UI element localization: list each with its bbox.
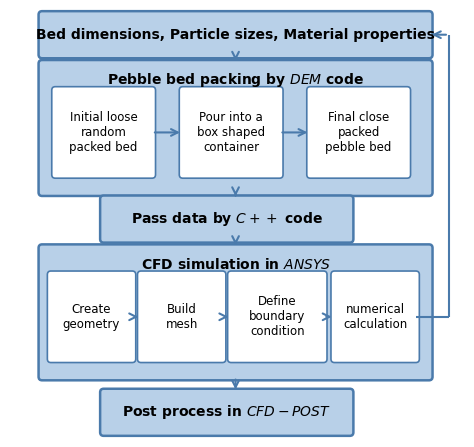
Text: numerical
calculation: numerical calculation <box>343 303 407 331</box>
Text: Pass data by $\mathit{C++}$ code: Pass data by $\mathit{C++}$ code <box>131 210 323 228</box>
FancyBboxPatch shape <box>38 60 433 196</box>
Text: CFD simulation in $\mathit{ANSYS}$: CFD simulation in $\mathit{ANSYS}$ <box>140 257 330 272</box>
Text: Pour into a
box shaped
container: Pour into a box shaped container <box>197 111 265 154</box>
FancyBboxPatch shape <box>100 195 354 243</box>
Text: Initial loose
random
packed bed: Initial loose random packed bed <box>70 111 138 154</box>
FancyBboxPatch shape <box>38 11 433 58</box>
FancyBboxPatch shape <box>307 87 410 178</box>
FancyBboxPatch shape <box>228 271 327 363</box>
FancyBboxPatch shape <box>38 245 433 380</box>
Text: Build
mesh: Build mesh <box>165 303 198 331</box>
Text: Define
boundary
condition: Define boundary condition <box>249 295 306 338</box>
FancyBboxPatch shape <box>137 271 226 363</box>
Text: Create
geometry: Create geometry <box>63 303 120 331</box>
Text: Bed dimensions, Particle sizes, Material properties: Bed dimensions, Particle sizes, Material… <box>36 28 435 42</box>
Text: Final close
packed
pebble bed: Final close packed pebble bed <box>326 111 392 154</box>
FancyBboxPatch shape <box>52 87 155 178</box>
FancyBboxPatch shape <box>47 271 136 363</box>
FancyBboxPatch shape <box>179 87 283 178</box>
FancyBboxPatch shape <box>331 271 419 363</box>
Text: Pebble bed packing by $\mathit{DEM}$ code: Pebble bed packing by $\mathit{DEM}$ cod… <box>107 72 364 89</box>
FancyBboxPatch shape <box>100 389 354 436</box>
Text: Post process in $\mathit{CFD-POST}$: Post process in $\mathit{CFD-POST}$ <box>122 403 331 421</box>
